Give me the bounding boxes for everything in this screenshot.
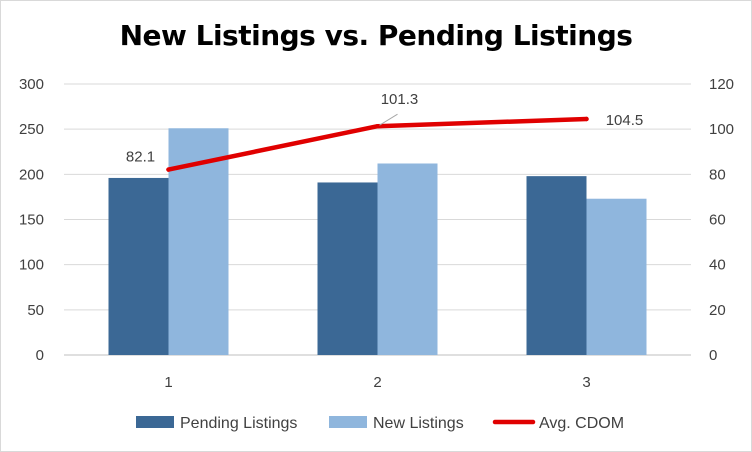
bar-pending-listings [317,182,378,355]
y-left-tick-label: 300 [19,76,44,93]
y-left-tick-label: 150 [19,212,44,229]
avg-cdom-data-label: 82.1 [126,149,155,166]
data-label-leader [379,113,398,126]
y-left-tick-label: 100 [19,257,44,274]
y-right-tick-label: 40 [709,257,726,274]
legend-label-new-listings: New Listings [373,415,464,432]
legend-label-avg-cdom: Avg. CDOM [539,415,624,432]
y-right-tick-label: 80 [709,166,726,183]
bar-pending-listings [108,177,169,355]
y-right-tick-label: 100 [709,121,734,138]
x-tick-label: 3 [582,374,590,391]
avg-cdom-point [375,124,380,129]
y-left-tick-label: 0 [36,347,44,364]
legend-swatch-new-listings [329,416,367,428]
bar-new-listings [586,198,647,355]
y-right-tick-label: 120 [709,76,734,93]
bar-pending-listings [526,176,587,355]
x-tick-label: 1 [164,374,172,391]
legend-label-pending-listings: Pending Listings [180,415,297,432]
y-left-tick-label: 50 [27,302,44,319]
x-tick-label: 2 [373,374,381,391]
y-left-tick-label: 250 [19,121,44,138]
bar-new-listings [377,163,438,355]
avg-cdom-point [166,167,171,172]
y-right-tick-label: 60 [709,212,726,229]
y-right-tick-label: 0 [709,347,717,364]
legend-swatch-pending-listings [136,416,174,428]
chart-title: New Listings vs. Pending Listings [119,19,633,52]
avg-cdom-data-label: 104.5 [606,112,644,129]
avg-cdom-data-label: 101.3 [381,91,419,108]
y-right-tick-label: 20 [709,302,726,319]
avg-cdom-point [584,116,589,122]
y-left-tick-label: 200 [19,166,44,183]
